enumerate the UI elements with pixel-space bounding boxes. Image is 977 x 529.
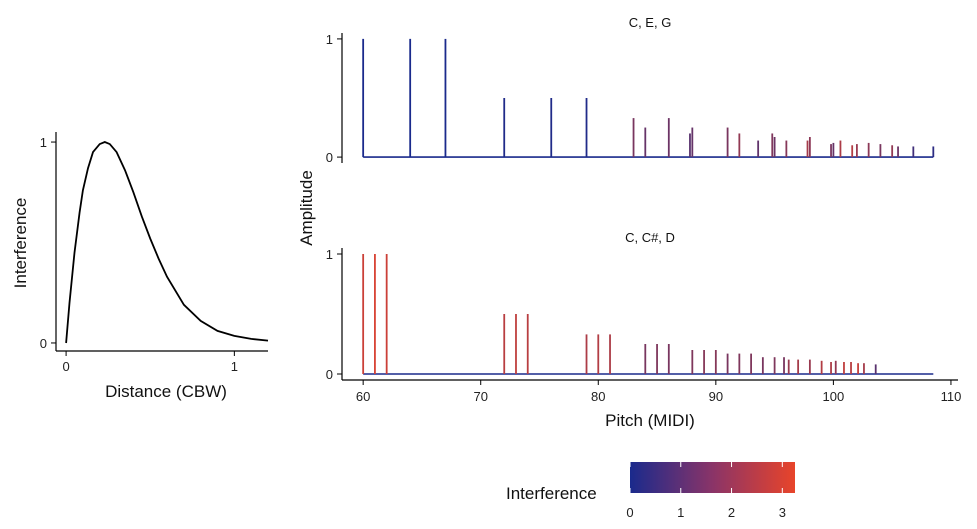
panel-c-e-g: C, E, G 0 1 — [326, 15, 935, 165]
legend-title: Interference — [506, 484, 597, 503]
bottom-y-tick-label: 1 — [326, 247, 333, 262]
bottom-x-axis-title: Pitch (MIDI) — [605, 411, 695, 430]
bottom-x-tick-label: 110 — [941, 389, 962, 404]
bottom-y-tick-label: 0 — [326, 367, 333, 382]
interference-curve — [65, 141, 269, 344]
legend-tick-label: 0 — [626, 505, 633, 520]
interference-curve-panel: 0 1 0 1 Distance (CBW) Interference — [11, 132, 269, 401]
left-y-tick-label: 1 — [40, 135, 47, 150]
shared-y-axis-title: Amplitude — [297, 170, 316, 246]
left-x-axis-title: Distance (CBW) — [105, 382, 227, 401]
bottom-x-tick-label: 60 — [356, 389, 370, 404]
legend-tick-label: 2 — [728, 505, 735, 520]
bottom-x-tick-label: 70 — [473, 389, 487, 404]
bottom-panel-title: C, C#, D — [625, 230, 675, 245]
top-y-tick-label: 0 — [326, 150, 333, 165]
legend-tick-label: 1 — [677, 505, 684, 520]
legend-tick-label: 3 — [779, 505, 786, 520]
left-x-tick-label: 0 — [62, 359, 69, 374]
legend-colorbar — [630, 462, 795, 493]
bottom-x-tick-label: 90 — [709, 389, 723, 404]
panel-c-cs-d: C, C#, D 0 1 60 70 80 90 100 110 Pitch (MIDI) — [326, 230, 962, 430]
top-panel-title: C, E, G — [629, 15, 672, 30]
left-x-tick-label: 1 — [231, 359, 238, 374]
top-y-tick-label: 1 — [326, 32, 333, 47]
left-y-tick-label: 0 — [40, 336, 47, 351]
interference-legend: Interference 0 1 2 3 — [506, 462, 795, 520]
left-y-axis-title: Interference — [11, 198, 30, 289]
bottom-x-tick-label: 100 — [823, 389, 845, 404]
bottom-x-tick-label: 80 — [591, 389, 605, 404]
